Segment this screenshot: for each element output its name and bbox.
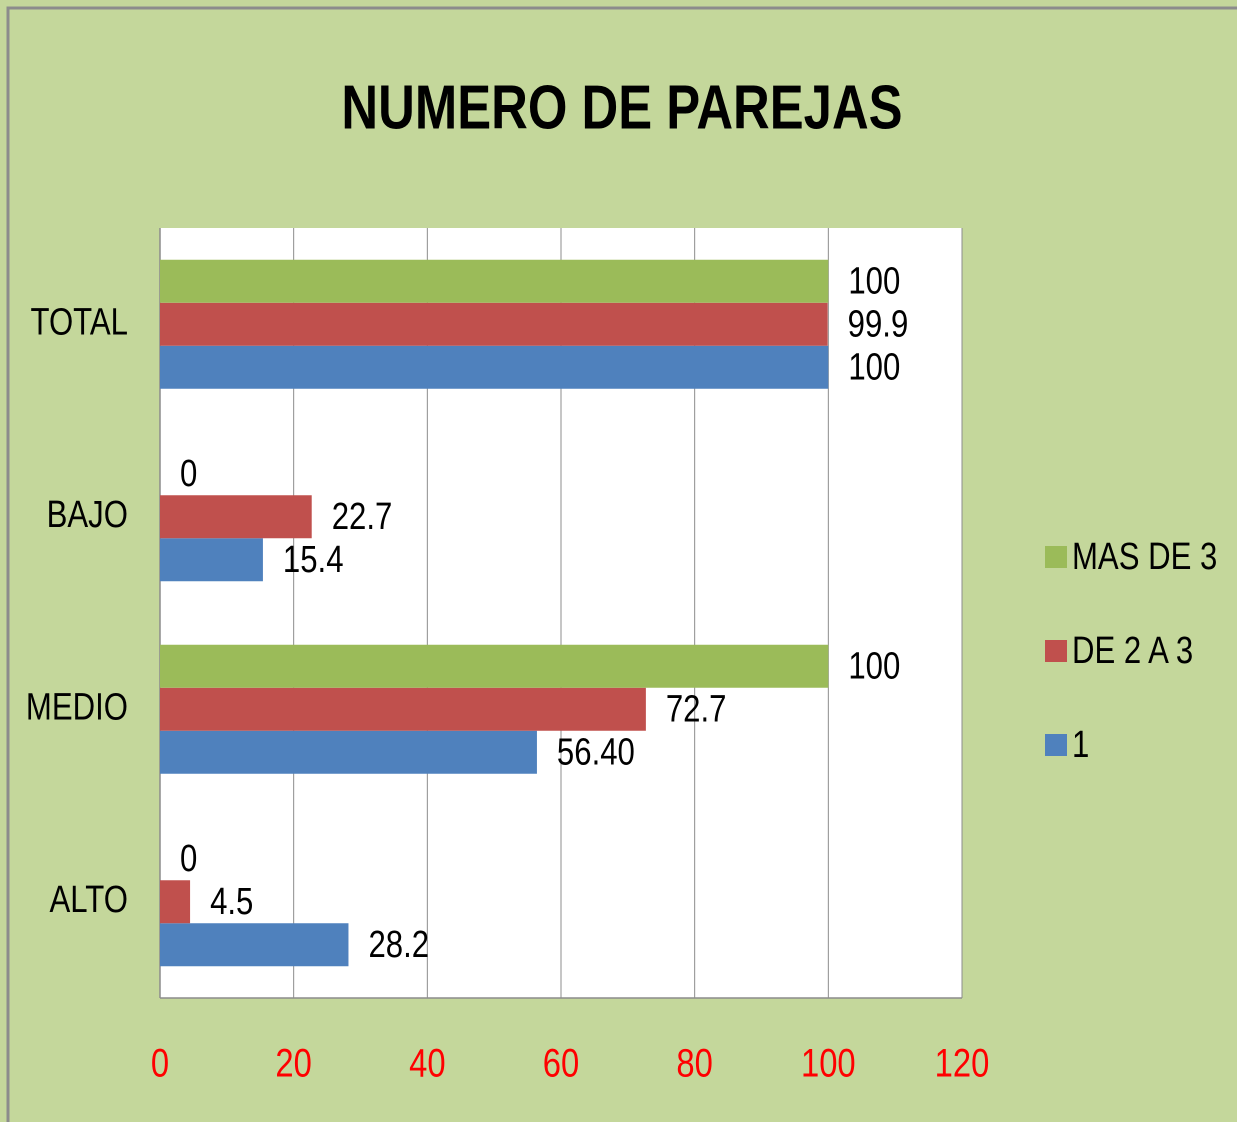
data-label: 100 [848,346,900,388]
data-label: 100 [848,645,900,687]
x-tick-label: 120 [935,1040,990,1085]
data-label: 0 [180,453,197,495]
bar [160,495,312,539]
data-label: 56.40 [557,731,635,773]
x-tick-label: 100 [801,1040,856,1085]
legend-swatch [1045,546,1067,568]
bar [160,644,829,688]
bar [160,880,191,924]
bar [160,730,537,774]
data-label: 0 [180,838,197,880]
bar [160,302,828,346]
x-tick-label: 20 [275,1040,311,1085]
data-label: 4.5 [210,881,253,923]
bar [160,259,829,303]
legend-label: DE 2 A 3 [1072,630,1193,672]
frame [6,6,1237,1122]
x-tick-label: 40 [409,1040,445,1085]
y-tick-label: MEDIO [26,686,128,728]
legend-swatch [1045,734,1067,756]
y-tick-label: TOTAL [30,301,128,343]
data-label: 99.9 [848,303,909,345]
data-label: 72.7 [666,688,727,730]
chart-title: NUMERO DE PAREJAS [341,74,902,143]
legend-swatch [1045,640,1067,662]
x-tick-label: 0 [151,1040,169,1085]
data-label: 100 [848,260,900,302]
bar [160,687,646,731]
legend-label: MAS DE 3 [1072,536,1217,578]
y-tick-label: BAJO [47,494,128,536]
data-label: 15.4 [283,539,344,581]
x-tick-label: 80 [676,1040,712,1085]
bar [160,538,263,582]
data-label: 28.2 [368,924,429,966]
legend-label: 1 [1072,724,1089,766]
x-tick-label: 60 [543,1040,579,1085]
bar [160,923,349,967]
bar [160,345,829,389]
data-label: 22.7 [332,496,393,538]
y-tick-label: ALTO [50,879,128,921]
